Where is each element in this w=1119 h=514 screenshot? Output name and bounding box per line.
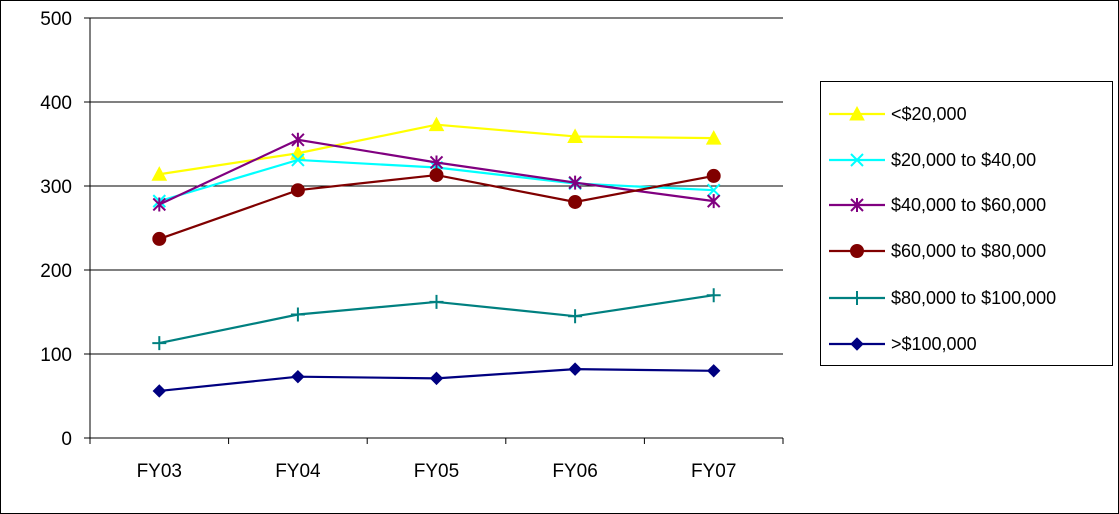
legend-swatch-80k-100k (829, 291, 885, 305)
y-tick-label-300: 300 (40, 177, 72, 198)
data-point-80-000-to-100-000-fy03 (152, 336, 167, 351)
y-axis-tick-labels: 0 100 200 300 400 500 (40, 9, 72, 450)
legend-marker-40-000-to-60-000 (850, 198, 864, 212)
x-tick-label-fy04: FY04 (275, 461, 321, 482)
data-point-100-000-fy06 (568, 362, 582, 376)
x-axis-tick-labels: FY03 FY04 FY05 FY06 FY07 (137, 461, 737, 482)
y-tick-label-0: 0 (61, 429, 72, 450)
legend-swatch-over-100k (829, 337, 885, 351)
y-tick-label-500: 500 (40, 9, 72, 30)
legend-item-under-20k: <$20,000 (827, 102, 1112, 126)
y-tick-label-100: 100 (40, 345, 72, 366)
legend-item-40k-60k: $40,000 to $60,000 (827, 193, 1112, 217)
data-point-100-000-fy07 (706, 364, 721, 378)
series-40-000-to-60-000 (152, 132, 721, 212)
y-tick-label-400: 400 (40, 93, 72, 114)
data-point-60-000-to-80-000-fy06 (568, 194, 583, 209)
data-point-80-000-to-100-000-fy05 (429, 294, 444, 309)
legend-swatch-40k-60k (829, 198, 885, 212)
data-point-60-000-to-80-000-fy07 (706, 168, 721, 183)
legend-label-under-20k: <$20,000 (891, 104, 967, 124)
data-point-20-000-fy05 (428, 116, 445, 132)
x-tick-label-fy07: FY07 (691, 461, 736, 482)
data-point-80-000-to-100-000-fy04 (290, 307, 305, 322)
legend-label-60k-80k: $60,000 to $80,000 (891, 241, 1047, 261)
series-100-000 (152, 362, 721, 398)
gridlines (90, 17, 783, 355)
data-point-100-000-fy04 (291, 369, 305, 384)
series-60-000-to-80-000 (152, 168, 721, 246)
data-point-80-000-to-100-000-fy06 (568, 309, 583, 324)
data-point-60-000-to-80-000-fy05 (429, 168, 444, 183)
series-line-60-000-to-80-000 (158, 173, 714, 240)
legend-label-over-100k: >$100,000 (891, 334, 977, 354)
data-point-20-000-to-40-00-fy04 (291, 153, 305, 167)
data-point-40-000-to-60-000-fy05 (429, 155, 444, 170)
legend-marker-60-000-to-80-000 (850, 244, 864, 258)
legend: <$20,000 $20,000 to $40,00 $40,000 to $6… (820, 81, 1113, 366)
axes (84, 17, 784, 444)
legend-item-60k-80k: $60,000 to $80,000 (827, 239, 1112, 263)
legend-swatch-60k-80k (829, 244, 885, 258)
legend-label-80k-100k: $80,000 to $100,000 (891, 288, 1057, 308)
x-tick-label-fy03: FY03 (137, 461, 182, 482)
data-point-20-000-fy07 (705, 130, 722, 145)
legend-label-40k-60k: $40,000 to $60,000 (891, 195, 1047, 215)
data-point-100-000-fy03 (152, 384, 167, 398)
data-point-40-000-to-60-000-fy06 (568, 175, 582, 190)
legend-item-over-100k: >$100,000 (827, 332, 1112, 356)
series-lines (151, 116, 722, 398)
legend-marker-100-000 (850, 337, 864, 351)
x-tick-label-fy05: FY05 (414, 461, 459, 482)
data-point-20-000-to-40-00-fy07 (706, 183, 721, 197)
data-point-60-000-to-80-000-fy04 (290, 183, 305, 198)
legend-swatch-20k-40k (829, 153, 885, 167)
x-tick-label-fy06: FY06 (552, 461, 597, 482)
data-point-80-000-to-100-000-fy07 (706, 288, 721, 303)
series-80-000-to-100-000 (152, 288, 721, 351)
legend-label-20k-40k: $20,000 to $40,00 (891, 150, 1037, 170)
data-point-40-000-to-60-000-fy03 (152, 197, 167, 212)
data-point-60-000-to-80-000-fy03 (152, 231, 167, 246)
data-point-100-000-fy05 (429, 371, 444, 386)
data-point-20-000-fy03 (151, 166, 168, 181)
legend-item-20k-40k: $20,000 to $40,00 (827, 148, 1112, 172)
data-point-20-000-fy06 (567, 128, 583, 143)
y-tick-label-200: 200 (40, 261, 72, 282)
legend-marker-80-000-to-100-000 (850, 291, 864, 305)
legend-swatch-under-20k (829, 105, 885, 121)
legend-marker-20-000 (849, 105, 865, 121)
data-point-40-000-to-60-000-fy04 (291, 132, 305, 147)
legend-marker-20-000-to-40-00 (850, 153, 864, 167)
data-point-40-000-to-60-000-fy07 (706, 194, 721, 209)
legend-item-80k-100k: $80,000 to $100,000 (827, 286, 1112, 310)
